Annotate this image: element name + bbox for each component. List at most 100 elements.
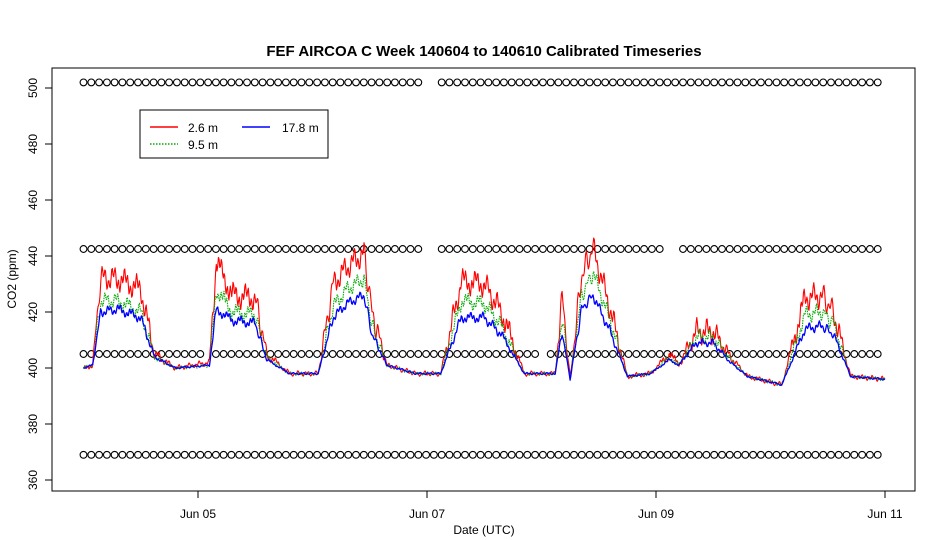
marker-row3-point-22: [250, 450, 259, 459]
marker-row1-point-10: [157, 245, 166, 253]
marker-row1-point-19: [227, 245, 236, 253]
marker-row3-point-90: [780, 450, 789, 459]
marker-row0-point-84: [749, 78, 758, 87]
marker-row3-point-80: [702, 450, 711, 459]
marker-row3-point-16: [204, 450, 213, 459]
marker-row0-point-29: [305, 78, 314, 87]
marker-row1-point-25: [274, 245, 283, 253]
marker-row3-point-84: [733, 450, 742, 459]
marker-row0-point-79: [710, 78, 719, 87]
marker-row0-point-70: [640, 78, 649, 87]
marker-row2-point-32: [336, 350, 345, 358]
marker-row3-point-19: [227, 450, 236, 459]
marker-row2-point-44: [429, 350, 438, 358]
marker-row3-point-71: [632, 450, 641, 459]
marker-row1-point-34: [344, 245, 353, 253]
marker-row0-point-50: [484, 78, 493, 87]
marker-row2-point-79: [710, 350, 719, 358]
marker-row1-point-23: [258, 245, 267, 253]
marker-row2-point-51: [484, 350, 493, 358]
marker-row2-point-27: [297, 350, 306, 358]
marker-row2-point-17: [219, 350, 228, 358]
marker-row1-point-78: [718, 245, 726, 253]
marker-row0-point-38: [375, 78, 384, 87]
marker-row2-point-33: [344, 350, 353, 358]
marker-row3-point-64: [577, 450, 586, 459]
marker-row0-point-24: [266, 78, 275, 87]
marker-row2-point-68: [624, 350, 633, 358]
marker-row1-point-21: [243, 245, 251, 253]
marker-row2-point-16: [211, 350, 220, 358]
legend: 2.6 m 9.5 m 17.8 m: [139, 109, 329, 159]
marker-row0-point-53: [507, 78, 516, 87]
marker-row2-point-87: [772, 350, 781, 358]
marker-row1-point-60: [562, 245, 571, 253]
marker-row2-point-5: [118, 350, 127, 358]
marker-row0-point-91: [803, 78, 812, 87]
marker-row3-point-21: [243, 450, 251, 459]
marker-row0-point-69: [632, 78, 641, 87]
marker-row2-point-42: [414, 350, 423, 358]
marker-row2-point-40: [398, 350, 407, 358]
marker-row2-point-24: [274, 350, 283, 358]
marker-row0-point-30: [313, 78, 322, 87]
x-tick-label-jun-11: Jun 11: [867, 507, 902, 521]
marker-row1-point-54: [515, 245, 524, 253]
marker-row0-point-55: [523, 78, 532, 87]
marker-row1-point-86: [780, 245, 789, 253]
marker-row2-point-38: [383, 350, 392, 358]
marker-row1-point-92: [827, 245, 835, 253]
marker-row3-point-66: [593, 450, 602, 459]
marker-row2-point-100: [873, 350, 882, 358]
marker-row1-point-89: [803, 245, 812, 253]
marker-row1-point-26: [281, 245, 290, 253]
marker-row2-point-7: [134, 350, 142, 358]
marker-row3-point-29: [305, 450, 314, 459]
marker-row2-point-45: [437, 350, 446, 358]
marker-row2-point-65: [601, 350, 610, 358]
marker-row1-point-90: [811, 245, 820, 253]
marker-row2-point-47: [453, 350, 462, 358]
marker-row0-point-81: [725, 78, 734, 87]
marker-row3-point-39: [383, 450, 392, 459]
marker-row3-point-30: [313, 450, 322, 459]
marker-row3-point-44: [422, 450, 431, 459]
marker-row2-point-19: [235, 350, 244, 358]
marker-row1-point-22: [250, 245, 259, 253]
marker-row2-point-3: [102, 350, 111, 358]
marker-row2-point-64: [593, 350, 602, 358]
legend-label-2-6m: 2.6 m: [188, 121, 218, 135]
marker-row2-point-84: [749, 350, 758, 358]
marker-row0-point-83: [741, 78, 750, 87]
marker-row1-point-37: [367, 245, 376, 253]
marker-row1-point-40: [390, 245, 399, 253]
marker-row3-point-45: [429, 450, 438, 459]
marker-row1-point-3: [102, 245, 111, 253]
marker-row1-point-65: [601, 245, 610, 253]
marker-row1-point-44: [437, 245, 446, 253]
marker-row3-point-102: [873, 450, 882, 459]
marker-row3-point-78: [686, 450, 695, 459]
marker-row0-point-25: [274, 78, 283, 87]
marker-row2-point-52: [492, 350, 501, 358]
marker-row3-point-79: [694, 450, 703, 459]
marker-row0-point-56: [531, 78, 540, 87]
marker-row3-point-88: [764, 450, 773, 459]
marker-row1-point-7: [134, 245, 142, 253]
marker-row3-point-35: [352, 450, 360, 459]
marker-row3-point-17: [211, 450, 220, 459]
marker-row1-point-9: [149, 245, 158, 253]
y-axis-label: CO2 (ppm): [5, 249, 19, 308]
marker-row2-point-0: [79, 350, 88, 358]
marker-row1-point-2: [95, 245, 104, 253]
marker-row0-point-89: [788, 78, 796, 87]
marker-row3-point-67: [601, 450, 610, 459]
marker-row2-point-39: [390, 350, 399, 358]
marker-row1-point-61: [570, 245, 578, 253]
marker-row1-point-56: [531, 245, 540, 253]
marker-row0-point-87: [772, 78, 781, 87]
marker-row3-point-52: [484, 450, 493, 459]
marker-row1-point-58: [546, 245, 555, 253]
marker-row2-point-34: [352, 350, 360, 358]
marker-row1-point-62: [577, 245, 586, 253]
